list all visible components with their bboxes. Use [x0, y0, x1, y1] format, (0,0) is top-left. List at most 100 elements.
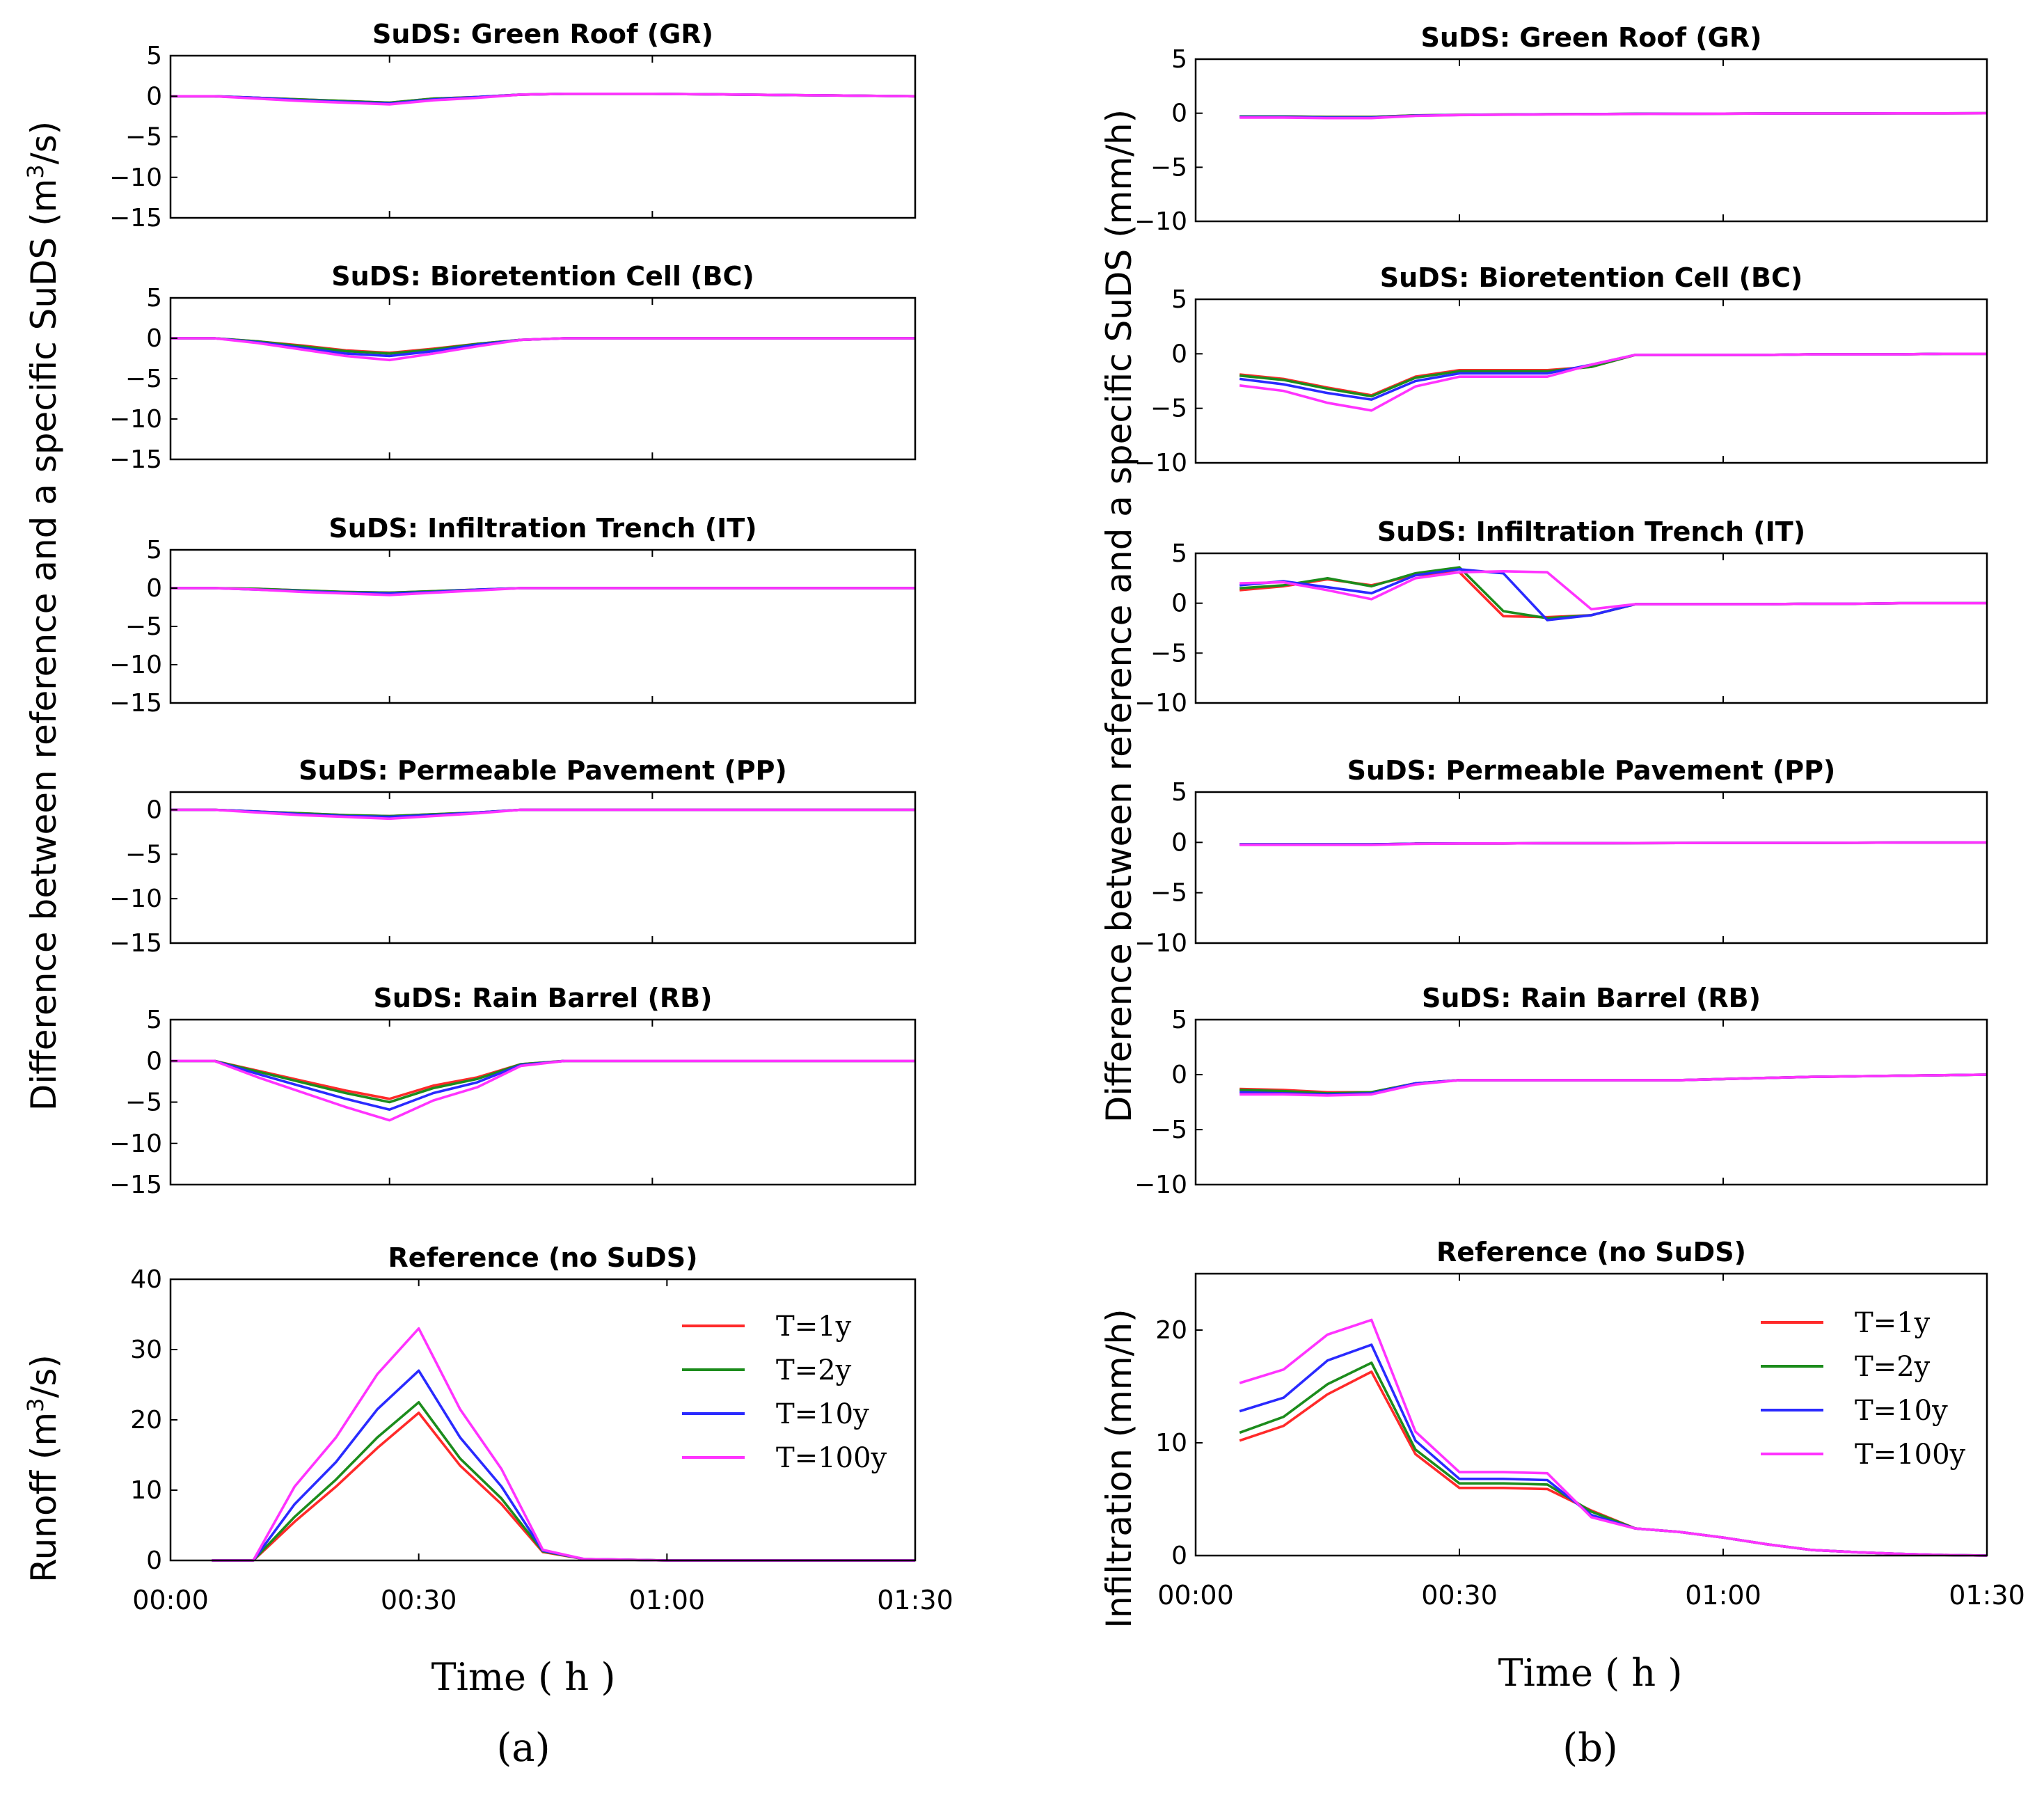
- plot-frame: [169, 54, 917, 219]
- y-tick-label: −10: [109, 405, 162, 434]
- y-tick-label: 5: [1171, 778, 1187, 807]
- chart-title: SuDS: Rain Barrel (RB): [1422, 983, 1761, 1013]
- x-tick-label: 01:00: [1685, 1580, 1761, 1611]
- series-line-T100y: [1239, 352, 1987, 412]
- chart-b-it: SuDS: Infiltration Trench (IT) 5 0 −5 −10: [1134, 516, 1988, 718]
- y-tick-label: −10: [109, 1130, 162, 1158]
- y-tick-label: 0: [146, 796, 162, 825]
- panel-label-a: (a): [496, 1725, 550, 1771]
- chart-b-ref: Reference (no SuDS) 20 10 0 00:00 00:30 01:00 0…: [1155, 1237, 2025, 1611]
- y-tick-label: 5: [146, 42, 162, 70]
- series-line-T100y: [1239, 1318, 1988, 1557]
- y-tick-label: −5: [1150, 153, 1187, 182]
- panel-label-b: (b): [1562, 1725, 1618, 1771]
- plot-frame: [1194, 1272, 1988, 1557]
- y-tick-label: −10: [1134, 207, 1187, 236]
- series-line-T100y: [171, 808, 915, 821]
- x-tick-label: 01:00: [629, 1585, 706, 1615]
- y-tick-label: 5: [146, 536, 162, 564]
- y-tick-label: 0: [1171, 100, 1187, 128]
- chart-title: SuDS: Green Roof (GR): [1421, 22, 1762, 53]
- plot-frame: [1194, 791, 1988, 944]
- y-tick-label: −15: [109, 929, 162, 958]
- chart-title: SuDS: Bioretention Cell (BC): [331, 261, 754, 292]
- x-tick-label: 01:30: [1949, 1580, 2025, 1611]
- series-line-T100y: [171, 587, 915, 596]
- chart-a-pp: SuDS: Permeable Pavement (PP) 0 −5 −10 −15: [109, 755, 917, 958]
- chart-b-rb: SuDS: Rain Barrel (RB) 5 0 −5 −10: [1134, 983, 1988, 1199]
- y-tick-label: −15: [109, 204, 162, 232]
- y-tick-label: −5: [1150, 1116, 1187, 1144]
- series-line-T100y: [1239, 569, 1987, 611]
- plot-frame: [169, 296, 917, 461]
- plot-frame: [169, 791, 917, 944]
- legend-label: T=100y: [776, 1442, 887, 1474]
- chart-title: SuDS: Permeable Pavement (PP): [299, 755, 787, 786]
- chart-title: SuDS: Bioretention Cell (BC): [1380, 262, 1803, 293]
- y-tick-label: 0: [1171, 590, 1187, 618]
- legend-label: T=2y: [1855, 1351, 1931, 1383]
- ylabel-runoff: Runoff (m3/s): [22, 1354, 64, 1583]
- y-tick-label: 5: [146, 284, 162, 313]
- shared-ylabel-a: Difference between reference and a speci…: [22, 121, 64, 1111]
- y-tick-label: 0: [146, 324, 162, 353]
- plot-frame: [1194, 552, 1988, 704]
- legend: T=1y T=2y T=10y T=100y: [682, 1311, 887, 1474]
- y-tick-label: 30: [130, 1336, 162, 1364]
- legend-label: T=2y: [776, 1354, 852, 1386]
- y-tick-label: 5: [146, 1006, 162, 1034]
- y-tick-label: 0: [1171, 340, 1187, 368]
- y-tick-label: −5: [125, 1089, 162, 1117]
- chart-title: SuDS: Rain Barrel (RB): [373, 983, 712, 1013]
- chart-title: SuDS: Infiltration Trench (IT): [328, 513, 756, 544]
- legend-label: T=10y: [1855, 1395, 1948, 1427]
- chart-a-bc: SuDS: Bioretention Cell (BC) 5 0 −5 −10 −15: [109, 261, 917, 474]
- chart-title: Reference (no SuDS): [388, 1242, 698, 1273]
- y-tick-label: −5: [1150, 395, 1187, 423]
- x-tick-label: 00:30: [381, 1585, 457, 1615]
- plot-frame: [1194, 298, 1988, 464]
- x-tick-label: 00:00: [1157, 1580, 1234, 1611]
- y-tick-label: −5: [125, 840, 162, 869]
- chart-b-bc: SuDS: Bioretention Cell (BC) 5 0 −5 −10: [1134, 262, 1988, 477]
- plot-frame: [1194, 1018, 1988, 1186]
- plot-frame: [169, 548, 917, 704]
- y-tick-label: −10: [109, 651, 162, 679]
- series-line-T100y: [171, 93, 916, 106]
- legend-label: T=1y: [776, 1311, 852, 1343]
- y-tick-label: 0: [146, 574, 162, 603]
- y-tick-label: 0: [1171, 1542, 1187, 1570]
- chart-a-ref: Reference (no SuDS) 40 30 20 10 0 00:00 00:30 01…: [130, 1242, 953, 1615]
- xlabel-b: Time ( h ): [1498, 1651, 1683, 1695]
- y-tick-label: −10: [1134, 449, 1187, 477]
- y-tick-label: −15: [109, 689, 162, 718]
- y-tick-label: 5: [1171, 1006, 1187, 1034]
- chart-b-pp: SuDS: Permeable Pavement (PP) 5 0 −5 −10: [1134, 755, 1988, 958]
- y-tick-label: −10: [1134, 929, 1187, 958]
- y-tick-label: −15: [109, 1171, 162, 1199]
- chart-a-gr: SuDS: Green Roof (GR) 5 0 −5 −10 −15: [109, 19, 917, 232]
- y-tick-label: 0: [1171, 828, 1187, 857]
- y-tick-label: 20: [130, 1406, 162, 1434]
- series-line-T100y: [1239, 111, 1988, 120]
- y-tick-label: 20: [1155, 1316, 1187, 1345]
- y-tick-label: −10: [109, 164, 162, 192]
- xlabel-a: Time ( h ): [431, 1655, 616, 1699]
- y-tick-label: 0: [146, 1547, 162, 1575]
- y-tick-label: −15: [109, 445, 162, 474]
- y-tick-label: 5: [1171, 45, 1187, 74]
- legend-label: T=100y: [1855, 1439, 1966, 1471]
- y-tick-label: −5: [125, 612, 162, 641]
- legend-label: T=10y: [776, 1398, 869, 1430]
- chart-b-gr: SuDS: Green Roof (GR) 5 0 −5 −10: [1134, 22, 1988, 236]
- x-tick-label: 01:30: [877, 1585, 953, 1615]
- y-tick-label: −5: [1150, 879, 1187, 908]
- y-tick-label: −10: [1134, 1171, 1187, 1199]
- chart-a-it: SuDS: Infiltration Trench (IT) 5 0 −5 −10 −15: [109, 513, 917, 718]
- chart-title: SuDS: Permeable Pavement (PP): [1347, 755, 1836, 786]
- y-tick-label: −10: [109, 885, 162, 913]
- series-line-T100y: [171, 337, 915, 362]
- y-tick-label: −10: [1134, 689, 1187, 718]
- y-tick-label: −5: [125, 365, 162, 393]
